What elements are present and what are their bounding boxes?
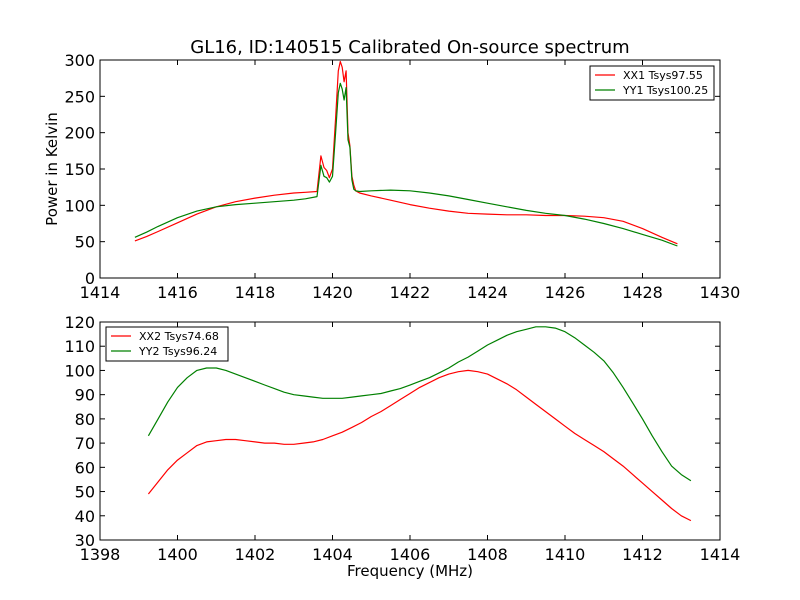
- y-tick-label: 80: [75, 410, 95, 429]
- legend-label: XX2 Tsys74.68: [139, 330, 219, 343]
- x-tick-label: 1414: [80, 283, 121, 302]
- x-tick-label: 1426: [545, 283, 586, 302]
- y-tick-label: 300: [64, 51, 95, 70]
- y-tick-label: 250: [64, 87, 95, 106]
- y-tick-label: 150: [64, 160, 95, 179]
- charts-layer: 1414 1416 1418 1420 1422 1424 1426 1428 14300501…: [43, 51, 740, 580]
- chart-2: 1398 1400 1402 1404 1406 1408 1410 1412 1414 30 40…: [64, 313, 740, 580]
- legend-label: YY1 Tsys100.25: [622, 84, 708, 97]
- legend: XX1 Tsys97.55 YY1 Tsys100.25: [589, 65, 715, 101]
- x-tick-label: 1424: [467, 283, 508, 302]
- y-tick-label: 40: [75, 507, 95, 526]
- x-tick-label: 1406: [390, 545, 431, 564]
- x-tick-label: 1410: [545, 545, 586, 564]
- y-tick-label: 110: [64, 337, 95, 356]
- y-axis-label: Power in Kelvin: [43, 112, 61, 226]
- legend: XX2 Tsys74.68 YY2 Tsys96.24: [105, 326, 229, 362]
- y-tick-label: 50: [75, 233, 95, 252]
- legend-box: [589, 65, 715, 101]
- figure-title: GL16, ID:140515 Calibrated On-source spe…: [190, 37, 629, 58]
- legend-box: [105, 326, 229, 362]
- y-tick-label: 90: [75, 386, 95, 405]
- y-tick-label: 50: [75, 483, 95, 502]
- x-axis-label: Frequency (MHz): [347, 562, 473, 580]
- x-tick-label: 1398: [80, 545, 121, 564]
- y-tick-label: 70: [75, 434, 95, 453]
- series-line-1-2: [134, 82, 678, 247]
- x-tick-label: 1420: [312, 283, 353, 302]
- chart-1: 1414 1416 1418 1420 1422 1424 1426 1428 1430 0 50 1…: [43, 51, 740, 302]
- y-tick-label: 100: [64, 361, 95, 380]
- y-tick-label: 100: [64, 196, 95, 215]
- x-tick-label: 1422: [390, 283, 431, 302]
- legend-label: XX1 Tsys97.55: [623, 69, 703, 82]
- x-tick-label: 1404: [312, 545, 353, 564]
- y-tick-label: 200: [64, 124, 95, 143]
- y-tick-label: 30: [75, 531, 95, 550]
- legend-label: YY2 Tsys96.24: [138, 345, 217, 358]
- series-line-2-1: [147, 369, 692, 522]
- x-tick-label: 1428: [622, 283, 663, 302]
- x-tick-label: 1430: [700, 283, 741, 302]
- x-tick-label: 1414: [700, 545, 741, 564]
- x-tick-label: 1408: [467, 545, 508, 564]
- y-tick-label: 60: [75, 458, 95, 477]
- x-tick-label: 1412: [622, 545, 663, 564]
- x-tick-label: 1418: [235, 283, 276, 302]
- series-line-2-2: [147, 326, 692, 482]
- x-tick-label: 1416: [157, 283, 198, 302]
- x-tick-label: 1400: [157, 545, 198, 564]
- x-tick-label: 1402: [235, 545, 276, 564]
- y-tick-label: 0: [85, 269, 95, 288]
- y-tick-label: 120: [64, 313, 95, 332]
